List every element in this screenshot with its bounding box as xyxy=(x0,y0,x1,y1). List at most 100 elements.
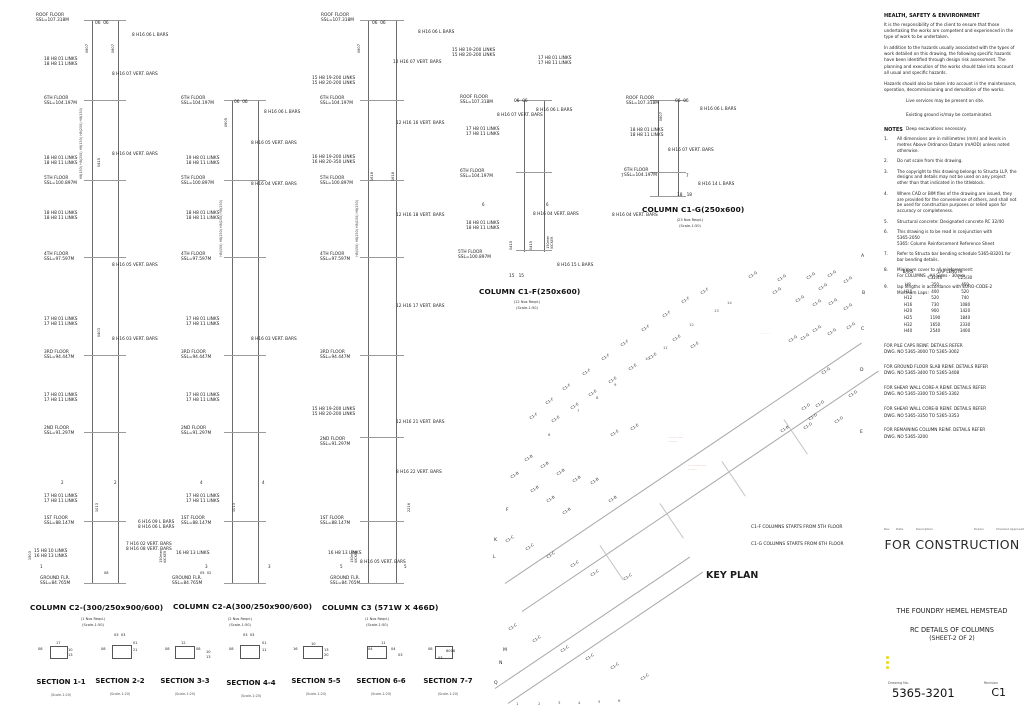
keyplan-label: 4 xyxy=(578,700,581,705)
drawing-label: GROUND FLR. SSL=84.765M xyxy=(330,576,361,587)
note-text: All dimensions are in millimetres (mm) a… xyxy=(897,136,1010,153)
drawing-label: 6 xyxy=(546,202,549,207)
section-title: SECTION 3-3 xyxy=(160,677,210,685)
lap-col-2: C25/30 xyxy=(957,275,973,281)
drawing-label: 6TH FLOOR SSL=104.197M xyxy=(320,96,353,107)
keyplan-label: C1-E xyxy=(689,340,700,350)
keyplan-label: C1-G xyxy=(826,268,838,279)
note-number: 1. xyxy=(884,136,888,141)
hse-title: HEALTH, SAFETY & ENVIRONMENT xyxy=(884,13,980,19)
section-title: SECTION 6-6 xyxy=(356,677,406,685)
drawing-label: 03 xyxy=(398,653,403,657)
keyplan-label: K xyxy=(494,538,498,543)
drawing-label: 1ST FLOOR SSL=88.147M xyxy=(320,516,351,527)
column-scale: (Scale-1:50) xyxy=(366,623,388,627)
lap-cell: 350 xyxy=(931,281,939,287)
drawing-line xyxy=(516,172,552,173)
lap-cell: 1420 xyxy=(959,308,971,314)
keyplan-label: C1-C xyxy=(507,622,518,632)
drawing-label: 6TH FLOOR SSL=104.197M xyxy=(44,96,77,107)
drawing-label: 8 H16 04 VERT. BARS xyxy=(533,212,579,217)
column-title: COLUMN C1-F(250x600) xyxy=(479,287,581,296)
drawing-line xyxy=(84,257,126,258)
drawing-line xyxy=(678,100,679,196)
sheet-title: RC DETAILS OF COLUMNS xyxy=(910,626,994,634)
drawing-label: 8 H16 04 VERT. BARS xyxy=(612,213,658,218)
drawing-label: 15 H8 19-200 LINKS 15 H8 20-200 LINKS xyxy=(312,76,356,87)
keyplan-label: C1-C xyxy=(589,568,600,578)
hse-bullet-list: Live services may be present on site. Ex… xyxy=(884,98,1018,131)
drawing-label: ROOF FLOOR SSL=107.318M xyxy=(321,13,354,24)
note-number: 2. xyxy=(884,158,888,164)
drawing-label: 0415 xyxy=(529,241,533,251)
sheet-subtitle: (SHEET-2 OF 2) xyxy=(929,635,975,642)
note-item: 5. Structural concrete: Designated concre… xyxy=(884,219,1018,225)
drawing-label: 5TH FLOOR SSL=100.897M xyxy=(320,176,353,187)
keyplan-label: C1-F xyxy=(561,382,572,392)
drawing-label: 18 H8 01 LINKS 18 H8 11 LINKS xyxy=(44,156,78,167)
note-item: 6. This drawing is to be read in conjunct… xyxy=(884,229,1018,247)
drawing-line xyxy=(360,257,404,258)
keyplan-label: 6 xyxy=(618,698,621,703)
keyplan-label: ·· ····· ····· ·· ····· xyxy=(668,436,684,445)
drawing-line xyxy=(650,172,686,173)
drawing-label: 3 xyxy=(205,564,208,569)
note-text: lap lengths in accordance with EURO-CODE… xyxy=(897,283,993,295)
section-cross-section-rect xyxy=(367,646,387,659)
drawing-label: 16 H8 13 LINKS xyxy=(176,551,210,556)
lap-cell: 1190 xyxy=(930,314,941,320)
keyplan-label: ··· ········ ···· ·· ····· xyxy=(688,464,707,473)
keyplan-label: C1-F xyxy=(699,286,710,296)
drawing-label: 17 H8 01 LINKS 17 H8 11 LINKS xyxy=(44,494,78,505)
drawing-label: 6TH FLOOR SSL=104.197M xyxy=(624,168,657,179)
note-number: 8. xyxy=(884,267,888,273)
drawing-label: 08 xyxy=(229,647,234,651)
keyplan-label: C1-E xyxy=(671,333,682,343)
drawing-line xyxy=(368,20,369,583)
drawing-label: 0607 xyxy=(111,44,115,54)
hse-paragraph: Hazards should also be taken into accoun… xyxy=(884,80,1017,92)
drawing-label: 0415 xyxy=(509,241,513,251)
drawing-line xyxy=(224,432,266,433)
drawing-label: 06 06 xyxy=(514,99,528,104)
lap-cell: H25 xyxy=(904,314,913,320)
drawing-label: 8 H16 04 VERT. BARS xyxy=(112,152,158,157)
drawing-label: 10 xyxy=(206,650,211,654)
drawing-label: 08 xyxy=(165,647,170,651)
drawing-label: 12 H16 07 VERT. BARS xyxy=(393,60,442,65)
lap-col-bars: BARS xyxy=(902,268,914,274)
lap-group-header: LAP LENGTH xyxy=(937,268,963,274)
reference-note: FOR GROUND FLOOR SLAB REINF. DETAILS REF… xyxy=(884,364,989,376)
drawing-line xyxy=(224,355,266,356)
drawing-label: 15 15 xyxy=(509,274,525,279)
drawing-label: 17 H8 01 LINKS 17 H8 11 LINKS xyxy=(186,317,220,328)
drawing-line xyxy=(118,20,119,583)
column-title: COLUMN C3 (571W X 466D) xyxy=(322,603,439,612)
drawing-line xyxy=(92,20,93,583)
notes-section: NOTES 1. All dimensions are in millimetre… xyxy=(884,127,1018,300)
keyplan-label: Q xyxy=(494,681,498,686)
keyplan-label: C1-C xyxy=(504,534,515,544)
accent-dot xyxy=(886,666,889,669)
hse-bullet: Existing ground is/may be contaminated. xyxy=(906,111,993,117)
keyplan-label: 3 xyxy=(558,700,561,705)
drawing-label: 0403 xyxy=(97,328,101,338)
note-item: 2. Do not scale from this drawing. xyxy=(884,158,1018,164)
keyplan-label: C1-F xyxy=(619,338,630,348)
column-scale: (Scale-1:50) xyxy=(516,306,538,310)
revision-header-cell: Description xyxy=(916,527,934,531)
drawing-label: 17 H8 01 LINKS 17 H8 11 LINKS xyxy=(186,494,220,505)
drawing-number: 5365-3201 xyxy=(892,686,955,700)
keyplan-label: 10 xyxy=(645,356,650,361)
drawing-label: 8 H16 05 VERT. BARS xyxy=(251,141,297,146)
keyplan-note: C1-G COLUMNS STARTS FROM 6TH FLOOR xyxy=(751,542,844,547)
lap-cell: 1840 xyxy=(959,314,971,320)
drawing-label: 08 xyxy=(428,647,433,651)
keyplan-label: N xyxy=(499,661,503,666)
hse-bullet: Live services may be present on site. xyxy=(906,97,985,103)
notes-list: 1. All dimensions are in millimetres (mm)… xyxy=(884,136,1018,295)
lap-cell: H16 xyxy=(904,301,913,307)
drawing-label: 1013 xyxy=(232,503,236,513)
drawing-label: 17 H8 01 LINKS 17 H8 11 LINKS xyxy=(44,393,78,404)
lap-cell: 450 xyxy=(961,281,969,287)
